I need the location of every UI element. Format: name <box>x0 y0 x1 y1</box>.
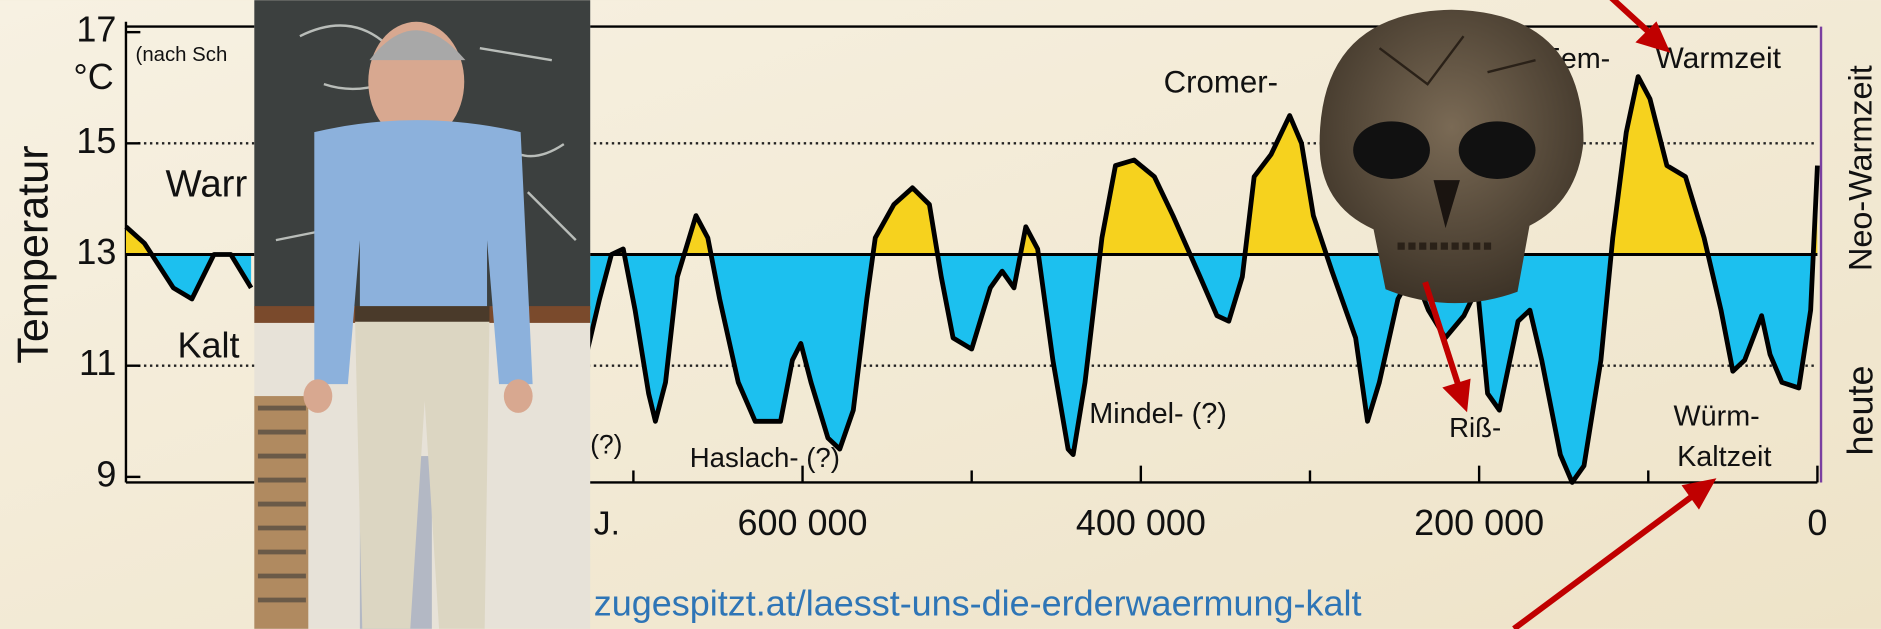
y-tick-label: 15 <box>76 120 116 161</box>
annotation: Riß- <box>1449 412 1501 443</box>
y-tick-label: 9 <box>96 453 116 494</box>
y-tick-label: 11 <box>79 342 116 383</box>
x-tick-label: 400 000 <box>1076 502 1206 543</box>
y-unit: °C <box>73 56 113 97</box>
annotation: Cromer- <box>1164 64 1278 99</box>
y-tick-label: 13 <box>76 231 116 272</box>
annotation: Neo-Warmzeit <box>1843 65 1879 271</box>
y-tick-label: 17 <box>76 9 116 50</box>
annotation: (nach Sch <box>136 44 228 66</box>
chart: 9 11 13 15 17 600 000 400 000 200 000 0 °C Tempe… <box>0 0 1881 629</box>
annotation: Kalt <box>178 325 240 366</box>
annotation: Haslach- (?) <box>690 442 840 473</box>
annotation: Warr <box>166 162 248 205</box>
person-photo <box>254 0 590 629</box>
x-tick-label: 200 000 <box>1414 502 1544 543</box>
x-tick-label: 600 000 <box>738 502 868 543</box>
annotation: Warmzeit <box>1655 42 1781 75</box>
source-link[interactable]: zugespitzt.at/laesst-uns-die-erderwaermu… <box>594 583 1362 624</box>
annotation: Würm- <box>1673 400 1759 432</box>
y-axis-title: Temperatur <box>9 145 57 363</box>
annotation: J. <box>594 506 620 543</box>
annotation: (?) <box>590 429 622 459</box>
x-tick-label: 0 <box>1807 502 1827 543</box>
annotation: Mindel- (?) <box>1089 398 1227 430</box>
annotation: Kaltzeit <box>1677 441 1771 473</box>
annotation: heute <box>1840 365 1881 455</box>
